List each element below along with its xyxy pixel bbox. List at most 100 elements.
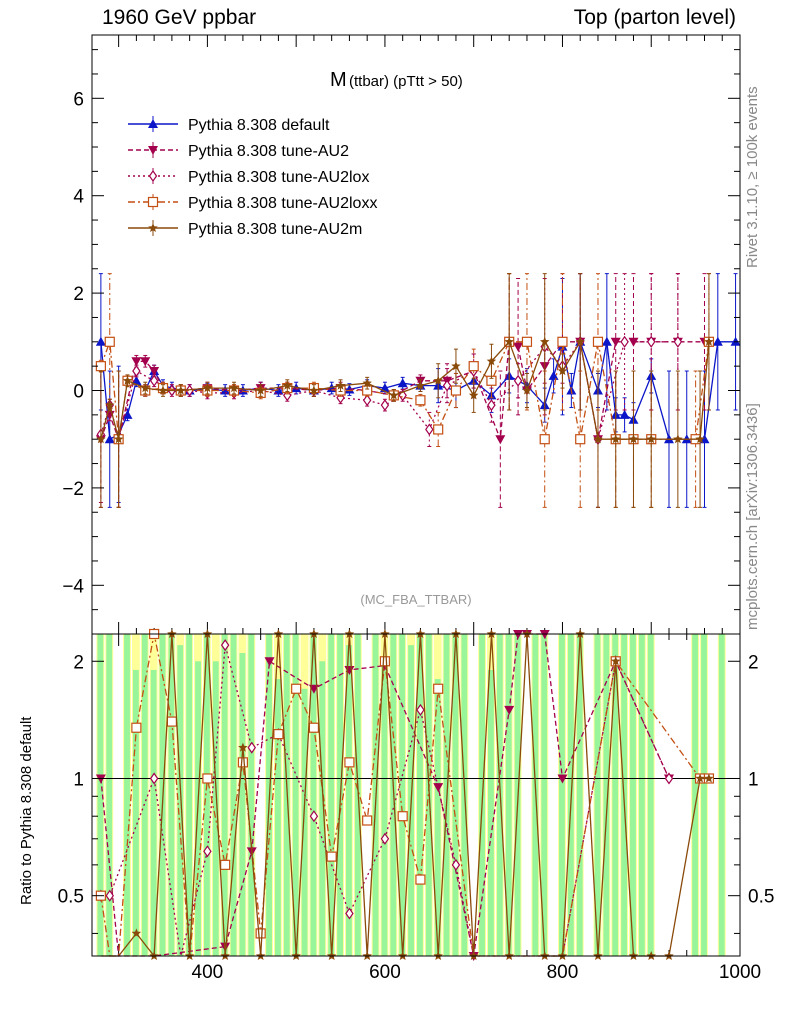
data-point	[415, 395, 426, 406]
legend-label: Pythia 8.308 tune-AU2lox	[188, 169, 369, 186]
process-label: Top (parton level)	[573, 6, 736, 29]
ratio-point	[166, 716, 177, 727]
data-point	[628, 434, 639, 444]
series-line	[100, 339, 736, 441]
ratio-band-green	[576, 634, 583, 956]
data-point	[433, 424, 444, 435]
ratio-band-green	[647, 634, 654, 956]
data-point	[521, 336, 533, 347]
data-point	[282, 380, 292, 390]
data-point	[415, 380, 426, 390]
ratio-band-green	[97, 634, 104, 956]
legend: Pythia 8.308 default Pythia 8.308 tune-AU…	[128, 116, 377, 238]
data-point	[610, 337, 621, 347]
ratio-band-green	[106, 634, 113, 956]
legend-label: Pythia 8.308 tune-AU2m	[188, 221, 362, 238]
legend-marker	[148, 119, 158, 128]
data-point	[104, 434, 115, 444]
data-point	[362, 394, 372, 407]
ratio-point	[451, 858, 461, 871]
main-plot: −4 −2 0 2 4 6	[62, 34, 741, 956]
data-point	[513, 374, 523, 387]
ratio-band-green	[168, 634, 175, 956]
ratio-point	[415, 874, 426, 885]
data-point	[557, 336, 568, 347]
ratio-point	[380, 832, 390, 845]
ratio-band-green	[239, 653, 246, 956]
data-point	[468, 390, 479, 400]
data-point	[592, 336, 604, 347]
data-point	[105, 400, 115, 410]
data-point	[149, 374, 159, 387]
ratio-point	[397, 811, 408, 822]
ratio-point	[131, 928, 142, 938]
ratio-band-green	[541, 634, 548, 956]
ratio-point	[273, 729, 284, 740]
data-point	[673, 335, 683, 348]
x-tick-label: 600	[369, 962, 401, 983]
ratio-point	[504, 705, 515, 715]
x-tick-label: 1000	[719, 962, 761, 983]
ratio-point	[131, 722, 142, 733]
ratio-band-green	[381, 661, 388, 956]
ratio-band-green	[559, 634, 565, 956]
ratio-point	[238, 742, 248, 752]
y-tick-label: 0	[73, 382, 84, 403]
ratio-point	[345, 907, 354, 920]
ratio-band-green	[345, 645, 352, 956]
data-point	[335, 380, 346, 390]
data-point	[468, 361, 479, 372]
ratio-point	[695, 773, 705, 783]
plot-title: M	[330, 69, 347, 91]
legend-marker	[148, 223, 158, 232]
data-point	[451, 361, 461, 371]
ratio-series-line	[100, 633, 670, 957]
data-point	[255, 385, 266, 395]
ratio-point	[309, 810, 319, 823]
ratio-band-green	[310, 634, 317, 956]
ratio-point	[264, 657, 275, 667]
data-point	[647, 335, 656, 348]
ratio-band-green	[452, 634, 459, 956]
ratio-band-green	[399, 634, 406, 956]
ratio-band-green	[186, 634, 193, 956]
data-point	[487, 399, 496, 412]
ratio-band-green	[203, 634, 210, 956]
ratio-point	[105, 889, 114, 902]
ratio-point	[379, 656, 391, 667]
data-point	[185, 384, 194, 397]
data-point	[575, 434, 586, 445]
legend-marker	[147, 196, 159, 208]
data-point	[495, 435, 506, 445]
ratio-band-green	[701, 634, 707, 956]
data-point	[695, 434, 705, 444]
ratio-point	[291, 683, 302, 694]
ratio-band-green	[328, 634, 335, 956]
data-point	[557, 366, 568, 376]
data-point	[176, 385, 186, 395]
ratio-band-green	[603, 634, 610, 956]
data-point	[309, 385, 319, 395]
data-point	[96, 434, 106, 444]
ratio-y-tick-label: 1	[73, 769, 84, 790]
data-point	[104, 336, 115, 347]
data-point	[620, 335, 629, 348]
data-point	[380, 399, 390, 412]
legend-marker	[148, 146, 158, 155]
data-point	[611, 434, 621, 444]
y-tick-label: 2	[73, 284, 84, 305]
ratio-point	[362, 815, 373, 826]
ratio-band-green	[274, 679, 281, 956]
ratio-y-tick-label: 2	[73, 652, 84, 673]
ratio-y-tick-label-right: 0.5	[748, 887, 774, 908]
ratio-band-green	[221, 634, 228, 956]
ratio-band-green	[292, 634, 299, 956]
ratio-band-green	[248, 634, 255, 956]
ratio-y-tick-label: 0.5	[58, 887, 84, 908]
data-point	[425, 423, 434, 436]
data-point	[704, 336, 714, 346]
ratio-band-green	[488, 669, 494, 956]
data-point	[149, 367, 160, 377]
ratio-plot: 400 600 800 1000 0.5 0.5 1 1 2 2	[58, 628, 774, 983]
